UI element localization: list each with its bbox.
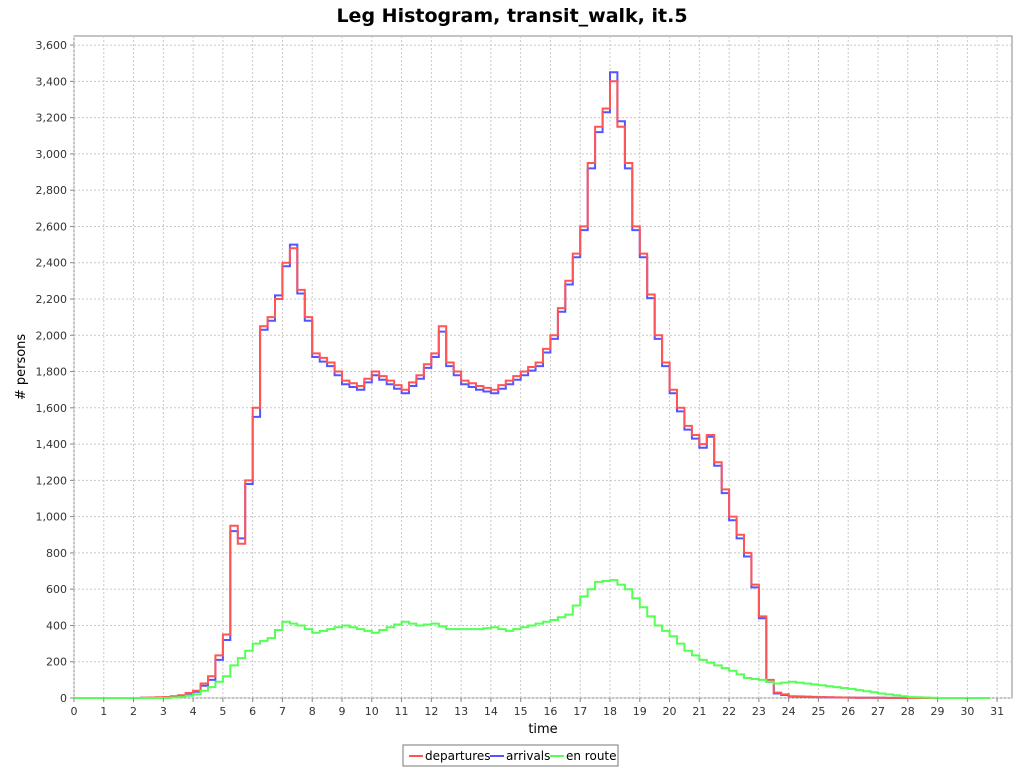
y-tick-label: 600 bbox=[46, 583, 67, 596]
y-tick-label: 2,000 bbox=[36, 329, 68, 342]
y-tick-label: 3,400 bbox=[36, 75, 68, 88]
y-axis: 0 200 400 600 800 1,000 1,200 1,400 1,600 1,800 2,… bbox=[36, 39, 74, 705]
x-tick-label: 16 bbox=[543, 705, 557, 718]
x-tick-label: 9 bbox=[339, 705, 346, 718]
y-tick-label: 3,000 bbox=[36, 148, 68, 161]
x-tick-label: 13 bbox=[454, 705, 468, 718]
y-axis-label: # persons bbox=[14, 334, 29, 401]
x-tick-label: 10 bbox=[365, 705, 379, 718]
y-tick-label: 1,200 bbox=[36, 474, 68, 487]
legend: departures arrivals en route bbox=[402, 744, 619, 767]
y-tick-label: 400 bbox=[46, 619, 67, 632]
x-tick-label: 4 bbox=[190, 705, 197, 718]
y-tick-label: 3,600 bbox=[36, 39, 68, 52]
x-tick-label: 31 bbox=[990, 705, 1004, 718]
y-tick-label: 0 bbox=[60, 692, 67, 705]
x-tick-label: 14 bbox=[484, 705, 498, 718]
x-tick-label: 11 bbox=[395, 705, 409, 718]
x-tick-label: 22 bbox=[722, 705, 736, 718]
x-tick-label: 27 bbox=[871, 705, 885, 718]
y-tick-label: 1,400 bbox=[36, 438, 68, 451]
x-tick-label: 18 bbox=[603, 705, 617, 718]
x-tick-label: 23 bbox=[752, 705, 766, 718]
x-tick-label: 1 bbox=[100, 705, 107, 718]
y-tick-label: 200 bbox=[46, 656, 67, 669]
x-axis-label: time bbox=[528, 722, 557, 737]
x-tick-label: 6 bbox=[249, 705, 256, 718]
x-tick-label: 17 bbox=[573, 705, 587, 718]
y-tick-label: 1,600 bbox=[36, 402, 68, 415]
y-tick-label: 2,600 bbox=[36, 220, 68, 233]
x-tick-label: 2 bbox=[130, 705, 137, 718]
legend-label-departures: departures bbox=[425, 749, 491, 763]
y-tick-label: 1,000 bbox=[36, 511, 68, 524]
y-tick-label: 3,200 bbox=[36, 112, 68, 125]
series-line-en-route bbox=[74, 579, 990, 699]
x-tick-label: 26 bbox=[841, 705, 855, 718]
y-tick-label: 2,400 bbox=[36, 257, 68, 270]
x-tick-label: 15 bbox=[514, 705, 528, 718]
x-tick-label: 28 bbox=[901, 705, 915, 718]
x-tick-label: 21 bbox=[692, 705, 706, 718]
x-tick-label: 12 bbox=[424, 705, 438, 718]
x-tick-label: 25 bbox=[811, 705, 825, 718]
x-tick-label: 8 bbox=[309, 705, 316, 718]
series-line-departures bbox=[74, 80, 990, 699]
series-layer bbox=[74, 71, 990, 699]
y-tick-label: 1,800 bbox=[36, 366, 68, 379]
legend-label-en-route: en route bbox=[566, 749, 617, 763]
x-tick-label: 3 bbox=[160, 705, 167, 718]
legend-label-arrivals: arrivals bbox=[506, 749, 550, 763]
y-tick-label: 2,200 bbox=[36, 293, 68, 306]
x-tick-label: 29 bbox=[931, 705, 945, 718]
y-tick-label: 2,800 bbox=[36, 184, 68, 197]
chart-title: Leg Histogram, transit_walk, it.5 bbox=[336, 5, 687, 27]
x-axis: 0 1 2 3 4 5 6 7 8 9 10 11 12 13 14 15 16 17 18 19 20 21 22 23 24… bbox=[71, 698, 1004, 718]
x-tick-label: 5 bbox=[219, 705, 226, 718]
x-tick-label: 0 bbox=[71, 705, 78, 718]
x-tick-label: 7 bbox=[279, 705, 286, 718]
x-tick-label: 24 bbox=[782, 705, 796, 718]
x-tick-label: 20 bbox=[663, 705, 677, 718]
x-tick-label: 30 bbox=[960, 705, 974, 718]
x-tick-label: 19 bbox=[633, 705, 647, 718]
legend-box bbox=[402, 744, 619, 767]
y-tick-label: 800 bbox=[46, 547, 67, 560]
